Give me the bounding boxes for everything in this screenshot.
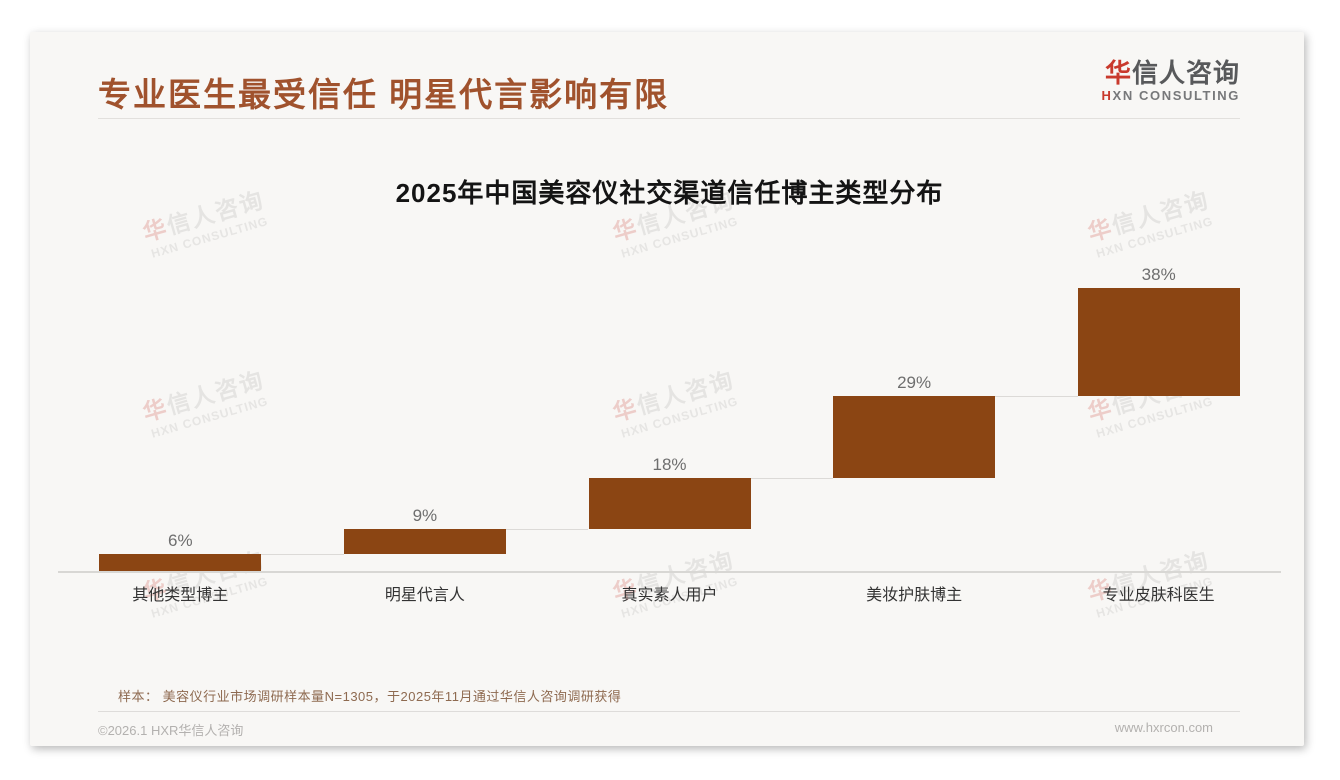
logo-english-name: HXN CONSULTING	[1102, 88, 1240, 104]
chart-title: 2025年中国美容仪社交渠道信任博主类型分布	[395, 178, 944, 208]
bar-connector	[261, 554, 344, 556]
bar-category-label: 其他类型博主	[132, 587, 229, 604]
bar-connector	[505, 528, 589, 530]
report-card: 华信人咨询 HXN CONSULTING 华信人咨询 HXN CONSULTING 华信…	[30, 32, 1304, 746]
bar-segment	[1077, 288, 1240, 396]
bar-value-label: 29%	[897, 372, 932, 392]
bar-value-label: 18%	[652, 454, 687, 474]
footer-divider	[98, 711, 1240, 712]
sample-footnote: 样本： 美容仪行业市场调研样本量N=1305，于2025年11月通过华信人咨询调…	[118, 689, 622, 704]
bar-segment	[833, 395, 996, 478]
logo-cn-rest: 信人咨询	[1131, 58, 1240, 88]
header-divider	[98, 118, 1240, 119]
logo-en-rest: XN CONSULTING	[1112, 88, 1240, 103]
waterfall-plot: 6% 其他类型博主 9% 明星代言人 18% 真实素人用户 29% 美妆护肤博主 38% 专业皮肤…	[58, 32, 1281, 746]
bar-category-label: 专业皮肤科医生	[1102, 587, 1215, 604]
brand-logo: 华信人咨询 HXN CONSULTING	[1102, 58, 1240, 104]
bar-value-label: 9%	[412, 505, 438, 525]
bar-category-label: 真实素人用户	[621, 587, 718, 604]
bar-segment	[588, 477, 751, 529]
bar-category-label: 明星代言人	[384, 587, 465, 604]
axis-baseline	[58, 571, 1281, 573]
bar-connector	[750, 477, 834, 479]
logo-en-accent: H	[1101, 88, 1113, 103]
bar-segment	[343, 528, 506, 555]
bar-value-label: 6%	[168, 531, 193, 551]
bar-value-label: 38%	[1141, 265, 1176, 284]
bar-category-label: 美妆护肤博主	[866, 587, 963, 604]
logo-cn-accent: 华	[1104, 58, 1132, 88]
page-title: 专业医生最受信任 明星代言影响有限	[98, 76, 670, 113]
logo-chinese-name: 华信人咨询	[1102, 58, 1240, 88]
footer-copyright: ©2026.1 HXR华信人咨询	[98, 723, 244, 738]
bar-segment	[99, 554, 262, 571]
footer-website-url: www.hxrcon.com	[1114, 720, 1213, 735]
bar-connector	[995, 395, 1078, 397]
